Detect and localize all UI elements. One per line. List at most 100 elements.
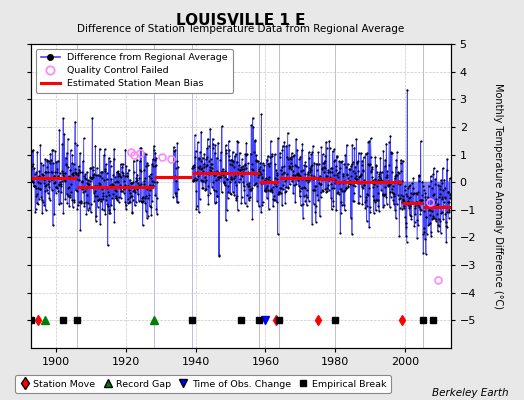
- Point: [139, 181, 148, 188]
- Point: [117, 194, 125, 201]
- Point: [427, 233, 435, 239]
- Point: [283, 130, 292, 136]
- Point: [361, 199, 369, 205]
- Point: [219, 172, 227, 178]
- Point: [172, 199, 181, 205]
- Point: [127, 180, 135, 186]
- Point: [41, 206, 50, 213]
- Point: [223, 194, 232, 201]
- Point: [29, 183, 38, 190]
- Point: [316, 194, 325, 201]
- Point: [400, 187, 409, 193]
- Point: [78, 178, 86, 184]
- Point: [426, 220, 434, 226]
- Point: [208, 184, 216, 190]
- Point: [286, 181, 294, 188]
- Point: [138, 195, 147, 201]
- Point: [323, 173, 331, 179]
- Point: [420, 225, 429, 231]
- Point: [409, 185, 417, 192]
- Point: [274, 135, 282, 141]
- Point: [222, 150, 231, 156]
- Point: [202, 186, 211, 192]
- Point: [113, 168, 122, 174]
- Point: [111, 187, 119, 193]
- Point: [199, 168, 208, 174]
- Point: [258, 198, 267, 205]
- Point: [72, 170, 81, 176]
- Point: [40, 180, 48, 187]
- Point: [384, 178, 392, 184]
- Point: [246, 186, 254, 192]
- Point: [357, 183, 366, 190]
- Point: [147, 212, 156, 218]
- Point: [324, 186, 333, 193]
- Point: [60, 175, 68, 182]
- Point: [362, 150, 370, 157]
- Point: [294, 164, 302, 170]
- Point: [30, 165, 38, 172]
- Point: [39, 172, 48, 178]
- Point: [446, 191, 454, 197]
- Point: [242, 152, 250, 158]
- Point: [407, 190, 415, 196]
- Point: [66, 191, 74, 198]
- Point: [318, 165, 326, 171]
- Point: [115, 194, 123, 200]
- Point: [304, 149, 313, 155]
- Point: [413, 198, 421, 205]
- Point: [75, 199, 83, 205]
- Point: [426, 207, 434, 213]
- Point: [291, 174, 299, 180]
- Point: [429, 215, 437, 221]
- Point: [398, 178, 407, 184]
- Point: [54, 181, 63, 187]
- Point: [189, 177, 198, 184]
- Point: [277, 166, 285, 173]
- Point: [265, 178, 274, 184]
- Point: [92, 172, 100, 178]
- Point: [255, 203, 263, 209]
- Point: [78, 185, 86, 192]
- Point: [227, 156, 235, 163]
- Point: [40, 201, 48, 208]
- Point: [263, 182, 271, 189]
- Point: [276, 154, 284, 160]
- Point: [250, 182, 258, 188]
- Point: [152, 155, 160, 161]
- Point: [62, 161, 71, 167]
- Point: [213, 192, 222, 199]
- Point: [249, 167, 257, 174]
- Point: [423, 194, 432, 200]
- Point: [282, 176, 290, 182]
- Point: [120, 178, 128, 184]
- Point: [413, 202, 422, 209]
- Point: [386, 180, 394, 187]
- Point: [237, 164, 245, 170]
- Point: [67, 147, 75, 153]
- Point: [41, 156, 49, 162]
- Point: [56, 179, 64, 186]
- Point: [222, 142, 230, 149]
- Point: [283, 175, 291, 182]
- Point: [125, 190, 134, 196]
- Point: [277, 185, 286, 191]
- Point: [128, 180, 136, 186]
- Point: [116, 184, 124, 191]
- Point: [243, 180, 252, 187]
- Point: [61, 176, 69, 182]
- Point: [338, 187, 346, 194]
- Point: [310, 160, 319, 166]
- Point: [257, 209, 265, 215]
- Point: [367, 168, 376, 175]
- Point: [60, 130, 69, 137]
- Point: [82, 185, 90, 192]
- Point: [113, 196, 122, 203]
- Point: [322, 188, 331, 195]
- Point: [342, 185, 351, 192]
- Point: [336, 165, 344, 172]
- Point: [211, 200, 219, 206]
- Point: [201, 174, 209, 180]
- Point: [190, 162, 198, 169]
- Point: [261, 177, 269, 184]
